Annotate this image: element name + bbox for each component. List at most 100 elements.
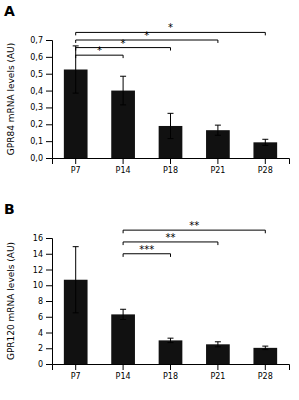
axis-line: [46, 239, 53, 365]
significance-bracket: *: [76, 22, 266, 35]
significance-bracket: *: [76, 38, 171, 51]
y-axis: 0246810121416: [33, 234, 53, 369]
error-bar-cap: [120, 76, 126, 77]
tick-mark: [46, 141, 52, 142]
tick-label: 4: [38, 329, 43, 338]
significance-label: *: [168, 22, 173, 33]
error-bar-cap: [73, 246, 79, 247]
bar: [253, 348, 277, 364]
y-tick: 0,4: [30, 87, 52, 96]
y-axis-label: GPR84 mRNA levels (AU): [6, 43, 16, 155]
bar: [159, 340, 183, 364]
error-bar-cap: [215, 125, 221, 126]
tick-mark: [46, 107, 52, 108]
error-bar-cap: [168, 338, 174, 339]
error-bar-stem: [217, 125, 218, 135]
bar: [111, 314, 135, 364]
x-tick: P14: [116, 158, 131, 175]
plot-area: [64, 247, 277, 364]
error-bar-cap: [262, 145, 268, 146]
tick-label: 0,6: [30, 53, 43, 62]
tick-label: P21: [210, 166, 225, 175]
axis-line: [46, 41, 53, 159]
error-bar: [73, 46, 79, 93]
error-bar-cap: [120, 319, 126, 320]
y-tick: 8: [38, 297, 52, 306]
tick-label: P28: [258, 166, 273, 175]
tick-mark: [170, 158, 171, 164]
significance-bracket: **: [123, 220, 265, 233]
x-tick: P14: [116, 364, 131, 381]
error-bar: [120, 76, 126, 105]
y-tick: 6: [38, 313, 52, 322]
y-axis-label: GPR120 mRNA levels (AU): [6, 242, 16, 360]
tick-mark: [46, 238, 52, 239]
error-bar: [73, 247, 79, 313]
tick-label: 0,1: [30, 137, 43, 146]
significance-label: **: [166, 232, 176, 243]
significance-bracket: ***: [123, 244, 170, 257]
tick-label: 10: [33, 281, 43, 290]
tick-label: P18: [163, 372, 178, 381]
error-bar-cap: [262, 349, 268, 350]
tick-mark: [217, 158, 218, 164]
y-tick: 14: [33, 250, 52, 259]
tick-mark: [46, 158, 52, 159]
tick-label: P18: [163, 166, 178, 175]
significance-label: **: [189, 220, 199, 231]
y-tick: 0,0: [30, 154, 52, 163]
chart: 0,0 0,1 0,2 0,3 0,4 0,5 0,6 0,7 P7 P14 P18 P21 P28 GP…: [0, 0, 299, 400]
y-tick: 0,7: [30, 36, 52, 45]
tick-label: 0,2: [30, 120, 43, 129]
error-bar-stem: [170, 113, 171, 138]
error-bar-cap: [215, 346, 221, 347]
error-bar-stem: [265, 139, 266, 145]
tick-label: P7: [71, 372, 81, 381]
error-bar-stem: [265, 346, 266, 349]
error-bar-cap: [215, 135, 221, 136]
error-bar-cap: [262, 139, 268, 140]
tick-label: 0,3: [30, 103, 43, 112]
significance-bracket: **: [123, 232, 218, 245]
significance: ****: [76, 22, 266, 58]
error-bar-stem: [75, 247, 76, 313]
axis-line: [53, 159, 290, 165]
tick-mark: [217, 364, 218, 370]
y-tick: 0,6: [30, 53, 52, 62]
x-tick: P7: [71, 364, 81, 381]
tick-label: 0,7: [30, 36, 43, 45]
tick-label: P14: [116, 372, 131, 381]
x-tick: P21: [210, 158, 225, 175]
tick-mark: [265, 158, 266, 164]
tick-label: P28: [258, 372, 273, 381]
tick-label: P14: [116, 166, 131, 175]
tick-label: 14: [33, 250, 43, 259]
significance-bracket: *: [76, 45, 123, 58]
x-tick: P21: [210, 364, 225, 381]
x-tick: P28: [258, 158, 273, 175]
tick-label: 6: [38, 313, 43, 322]
bar: [206, 344, 230, 364]
tick-mark: [46, 40, 52, 41]
tick-mark: [46, 333, 52, 334]
tick-mark: [265, 364, 266, 370]
tick-mark: [75, 158, 76, 164]
x-tick: P7: [71, 158, 81, 175]
tick-mark: [123, 158, 124, 164]
tick-label: 0,5: [30, 70, 43, 79]
tick-label: 16: [33, 234, 43, 243]
tick-label: 12: [33, 266, 43, 275]
y-tick: 12: [33, 266, 52, 275]
error-bar-stem: [123, 309, 124, 319]
tick-mark: [46, 91, 52, 92]
plot-area: [64, 46, 277, 158]
x-tick: P18: [163, 158, 178, 175]
error-bar: [215, 125, 221, 135]
error-bar-cap: [73, 93, 79, 94]
error-bar-cap: [168, 342, 174, 343]
significance-label: *: [144, 30, 149, 41]
y-tick: 16: [33, 234, 52, 243]
tick-label: P7: [71, 166, 81, 175]
error-bar-cap: [168, 113, 174, 114]
y-tick: 10: [33, 281, 52, 290]
